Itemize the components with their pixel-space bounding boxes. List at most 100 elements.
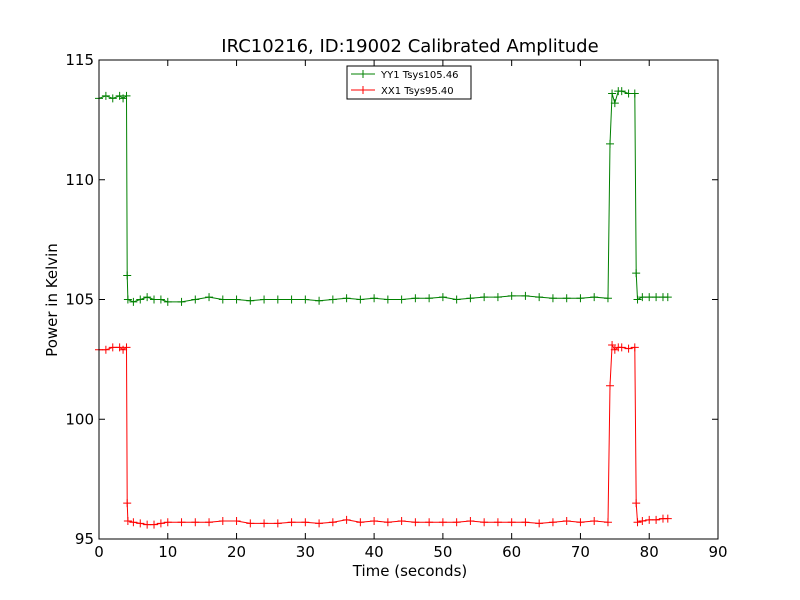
data-point xyxy=(150,520,159,529)
data-point xyxy=(315,519,324,528)
data-point xyxy=(608,341,617,350)
data-point xyxy=(624,344,633,353)
data-point xyxy=(177,297,186,306)
data-point xyxy=(638,293,647,302)
data-point xyxy=(438,518,447,527)
data-point xyxy=(562,294,571,303)
data-point xyxy=(136,519,145,528)
data-point xyxy=(535,519,544,528)
data-point xyxy=(397,517,406,526)
y-tick-label: 115 xyxy=(65,51,94,69)
data-point xyxy=(356,295,365,304)
x-tick-label: 20 xyxy=(227,543,246,561)
chart-title: IRC10216, ID:19002 Calibrated Amplitude xyxy=(221,36,598,57)
data-point xyxy=(218,295,227,304)
y-axis-label: Power in Kelvin xyxy=(43,243,61,357)
data-point xyxy=(260,519,269,528)
data-point xyxy=(123,499,132,508)
y-tick-label: 105 xyxy=(65,291,94,309)
data-point xyxy=(590,293,599,302)
data-point xyxy=(645,293,654,302)
data-point xyxy=(370,517,379,526)
x-tick-label: 80 xyxy=(640,543,659,561)
data-point xyxy=(466,294,475,303)
data-point xyxy=(652,515,661,524)
data-point xyxy=(150,295,159,304)
data-point xyxy=(548,518,557,527)
series-1 xyxy=(95,87,672,306)
data-point xyxy=(328,295,337,304)
data-point xyxy=(617,87,626,96)
x-tick-label: 0 xyxy=(94,543,104,561)
data-point xyxy=(129,518,138,527)
data-point xyxy=(328,518,337,527)
data-point xyxy=(205,518,214,527)
x-tick-label: 30 xyxy=(296,543,315,561)
data-point xyxy=(493,293,502,302)
data-point xyxy=(156,295,165,304)
data-point xyxy=(287,518,296,527)
data-point xyxy=(633,295,642,304)
data-point xyxy=(287,295,296,304)
x-tick-label: 40 xyxy=(365,543,384,561)
data-point xyxy=(452,518,461,527)
data-point xyxy=(273,295,282,304)
data-point xyxy=(397,295,406,304)
legend: YY1 Tsys105.46 XX1 Tsys95.40 xyxy=(346,65,472,100)
data-point xyxy=(576,518,585,527)
data-point xyxy=(535,293,544,302)
data-point xyxy=(143,520,152,529)
data-point xyxy=(232,517,241,526)
data-point xyxy=(425,294,434,303)
data-point xyxy=(493,518,502,527)
data-point xyxy=(411,294,420,303)
x-tick-label: 60 xyxy=(502,543,521,561)
data-point xyxy=(603,294,612,303)
data-point xyxy=(652,293,661,302)
legend-marker xyxy=(359,70,367,78)
data-point xyxy=(630,343,639,352)
data-point xyxy=(606,139,615,148)
data-point xyxy=(177,518,186,527)
data-point xyxy=(163,297,172,306)
data-point xyxy=(370,294,379,303)
x-tick-label: 50 xyxy=(433,543,452,561)
data-point xyxy=(301,518,310,527)
data-point xyxy=(617,343,626,352)
data-point xyxy=(101,345,110,354)
data-point xyxy=(273,519,282,528)
data-point xyxy=(480,518,489,527)
data-point xyxy=(466,517,475,526)
plot-area: 0 10 20 30 40 50 60 70 80 90 95 100 105 110 115 xyxy=(65,51,727,561)
data-point xyxy=(356,518,365,527)
data-point xyxy=(663,293,672,302)
data-point xyxy=(411,518,420,527)
data-point xyxy=(645,515,654,524)
data-point xyxy=(205,293,214,302)
data-point xyxy=(606,381,615,390)
data-point xyxy=(315,296,324,305)
data-point xyxy=(630,89,639,98)
data-point xyxy=(101,91,110,100)
y-tick-label: 110 xyxy=(65,171,94,189)
data-point xyxy=(633,518,642,527)
data-point xyxy=(218,517,227,526)
data-point xyxy=(383,518,392,527)
series-line xyxy=(99,343,668,526)
data-point xyxy=(576,294,585,303)
data-point xyxy=(480,293,489,302)
data-point xyxy=(191,518,200,527)
data-point xyxy=(232,295,241,304)
data-point xyxy=(342,515,351,524)
data-point xyxy=(136,295,145,304)
data-point xyxy=(191,295,200,304)
data-point xyxy=(548,294,557,303)
data-point xyxy=(632,269,641,278)
data-point xyxy=(452,295,461,304)
data-point xyxy=(123,271,132,280)
data-point xyxy=(163,518,172,527)
y-tick-label: 95 xyxy=(75,530,94,548)
y-tick-label: 100 xyxy=(65,410,94,428)
data-point xyxy=(143,293,152,302)
legend-label: YY1 Tsys105.46 xyxy=(380,70,459,81)
